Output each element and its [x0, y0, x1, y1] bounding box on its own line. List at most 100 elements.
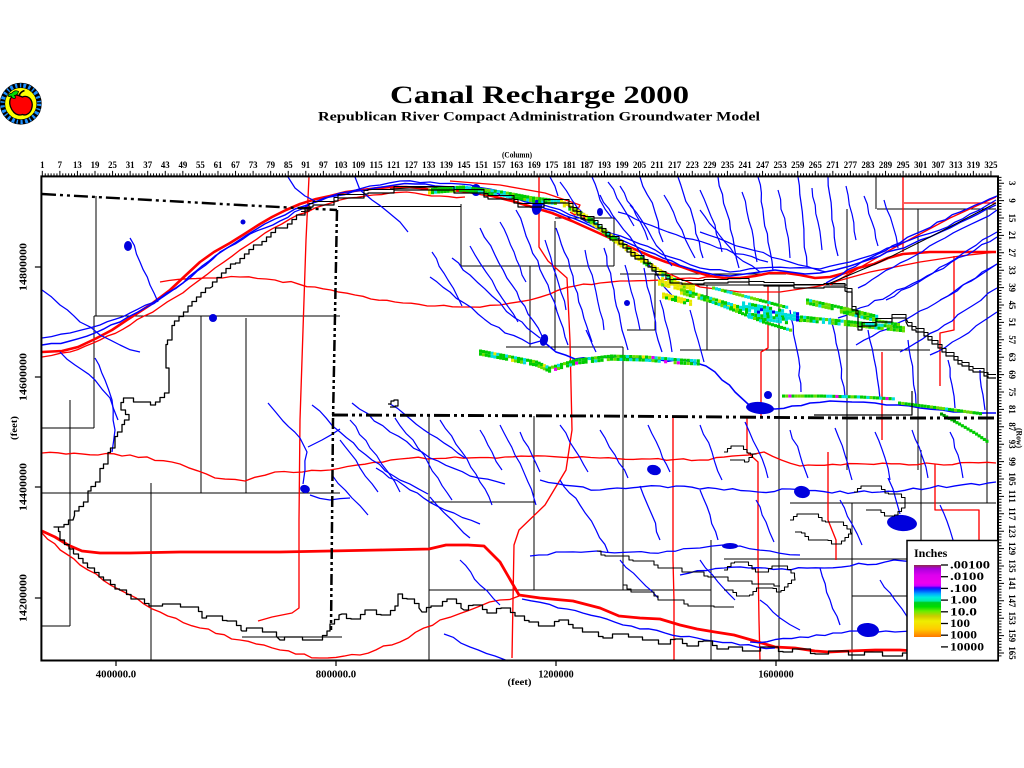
svg-text:307: 307	[932, 161, 945, 171]
svg-text:100: 100	[950, 618, 970, 630]
svg-text:319: 319	[967, 161, 980, 171]
svg-text:129: 129	[1006, 542, 1016, 555]
svg-text:97: 97	[319, 161, 328, 171]
svg-text:87: 87	[1006, 422, 1016, 431]
svg-text:61: 61	[214, 161, 223, 171]
svg-text:151: 151	[475, 161, 488, 171]
svg-text:135: 135	[1006, 559, 1016, 572]
svg-text:(feet): (feet)	[9, 416, 19, 440]
svg-text:55: 55	[196, 161, 205, 171]
svg-text:(Column): (Column)	[502, 151, 532, 160]
svg-text:91: 91	[301, 161, 310, 171]
svg-text:14800000: 14800000	[18, 242, 30, 291]
svg-text:99: 99	[1006, 457, 1016, 466]
svg-text:139: 139	[440, 161, 453, 171]
svg-text:127: 127	[405, 161, 418, 171]
svg-text:13: 13	[73, 161, 82, 171]
svg-text:103: 103	[334, 161, 347, 171]
svg-text:283: 283	[861, 161, 874, 171]
svg-text:Inches: Inches	[914, 546, 948, 560]
svg-text:14600000: 14600000	[18, 352, 30, 401]
svg-text:199: 199	[615, 161, 628, 171]
svg-text:277: 277	[844, 161, 857, 171]
svg-text:1.00: 1.00	[950, 595, 977, 607]
svg-text:(feet): (feet)	[508, 677, 532, 687]
svg-text:37: 37	[143, 161, 152, 171]
svg-text:79: 79	[266, 161, 275, 171]
svg-text:39: 39	[1006, 283, 1016, 292]
svg-text:313: 313	[949, 161, 962, 171]
svg-text:235: 235	[721, 161, 734, 171]
svg-text:271: 271	[826, 161, 839, 171]
svg-text:165: 165	[1006, 646, 1016, 659]
svg-text:63: 63	[1006, 353, 1016, 362]
svg-text:133: 133	[422, 161, 435, 171]
svg-text:217: 217	[668, 161, 681, 171]
svg-text:211: 211	[651, 161, 664, 171]
svg-text:7: 7	[58, 161, 63, 171]
svg-text:159: 159	[1006, 629, 1016, 642]
svg-text:10.0: 10.0	[950, 606, 977, 618]
svg-text:111: 111	[1006, 490, 1016, 503]
svg-text:67: 67	[231, 161, 240, 171]
svg-text:19: 19	[91, 161, 100, 171]
svg-text:69: 69	[1006, 370, 1016, 379]
svg-text:75: 75	[1006, 388, 1016, 397]
svg-text:123: 123	[1006, 525, 1016, 538]
svg-text:289: 289	[879, 161, 892, 171]
svg-text:81: 81	[1006, 405, 1016, 414]
svg-text:115: 115	[369, 161, 382, 171]
svg-text:247: 247	[756, 161, 769, 171]
svg-text:.0100: .0100	[950, 571, 984, 583]
svg-text:Canal Recharge 2000: Canal Recharge 2000	[390, 80, 689, 109]
svg-text:157: 157	[492, 161, 505, 171]
svg-text:187: 187	[580, 161, 593, 171]
svg-text:(Row): (Row)	[1015, 428, 1024, 448]
svg-text:3: 3	[1006, 181, 1016, 186]
svg-text:15: 15	[1006, 214, 1016, 223]
svg-text:800000.0: 800000.0	[316, 669, 357, 681]
svg-text:43: 43	[161, 161, 170, 171]
svg-text:265: 265	[809, 161, 822, 171]
svg-text:21: 21	[1006, 231, 1016, 240]
svg-text:33: 33	[1006, 266, 1016, 275]
svg-text:9: 9	[1006, 198, 1016, 203]
svg-text:14400000: 14400000	[18, 462, 30, 511]
svg-text:10000: 10000	[950, 641, 984, 653]
svg-text:241: 241	[738, 161, 751, 171]
svg-text:49: 49	[178, 161, 187, 171]
svg-text:400000.0: 400000.0	[96, 669, 137, 681]
svg-text:Republican River Compact Admin: Republican River Compact Administration …	[318, 110, 761, 124]
svg-text:1: 1	[40, 161, 45, 171]
svg-text:109: 109	[352, 161, 365, 171]
svg-text:27: 27	[1006, 248, 1016, 257]
svg-text:259: 259	[791, 161, 804, 171]
svg-text:295: 295	[897, 161, 910, 171]
svg-text:1200000: 1200000	[538, 669, 574, 681]
svg-text:.100: .100	[950, 583, 977, 595]
svg-text:153: 153	[1006, 612, 1016, 625]
svg-text:193: 193	[598, 161, 611, 171]
svg-text:301: 301	[914, 161, 927, 171]
svg-text:205: 205	[633, 161, 646, 171]
svg-text:169: 169	[528, 161, 541, 171]
svg-text:85: 85	[284, 161, 293, 171]
svg-text:93: 93	[1006, 440, 1016, 449]
svg-text:121: 121	[387, 161, 400, 171]
svg-text:145: 145	[457, 161, 470, 171]
svg-text:.00100: .00100	[950, 560, 990, 572]
svg-text:25: 25	[108, 161, 117, 171]
svg-text:253: 253	[774, 161, 787, 171]
svg-text:105: 105	[1006, 472, 1016, 485]
svg-text:51: 51	[1006, 318, 1016, 327]
svg-text:14200000: 14200000	[18, 573, 30, 622]
svg-text:73: 73	[249, 161, 258, 171]
svg-text:141: 141	[1006, 577, 1016, 590]
svg-text:181: 181	[563, 161, 576, 171]
svg-text:31: 31	[126, 161, 135, 171]
svg-text:57: 57	[1006, 335, 1016, 344]
svg-text:1000: 1000	[950, 630, 977, 642]
svg-text:147: 147	[1006, 594, 1016, 607]
svg-text:325: 325	[984, 161, 997, 171]
svg-text:117: 117	[1006, 507, 1016, 520]
